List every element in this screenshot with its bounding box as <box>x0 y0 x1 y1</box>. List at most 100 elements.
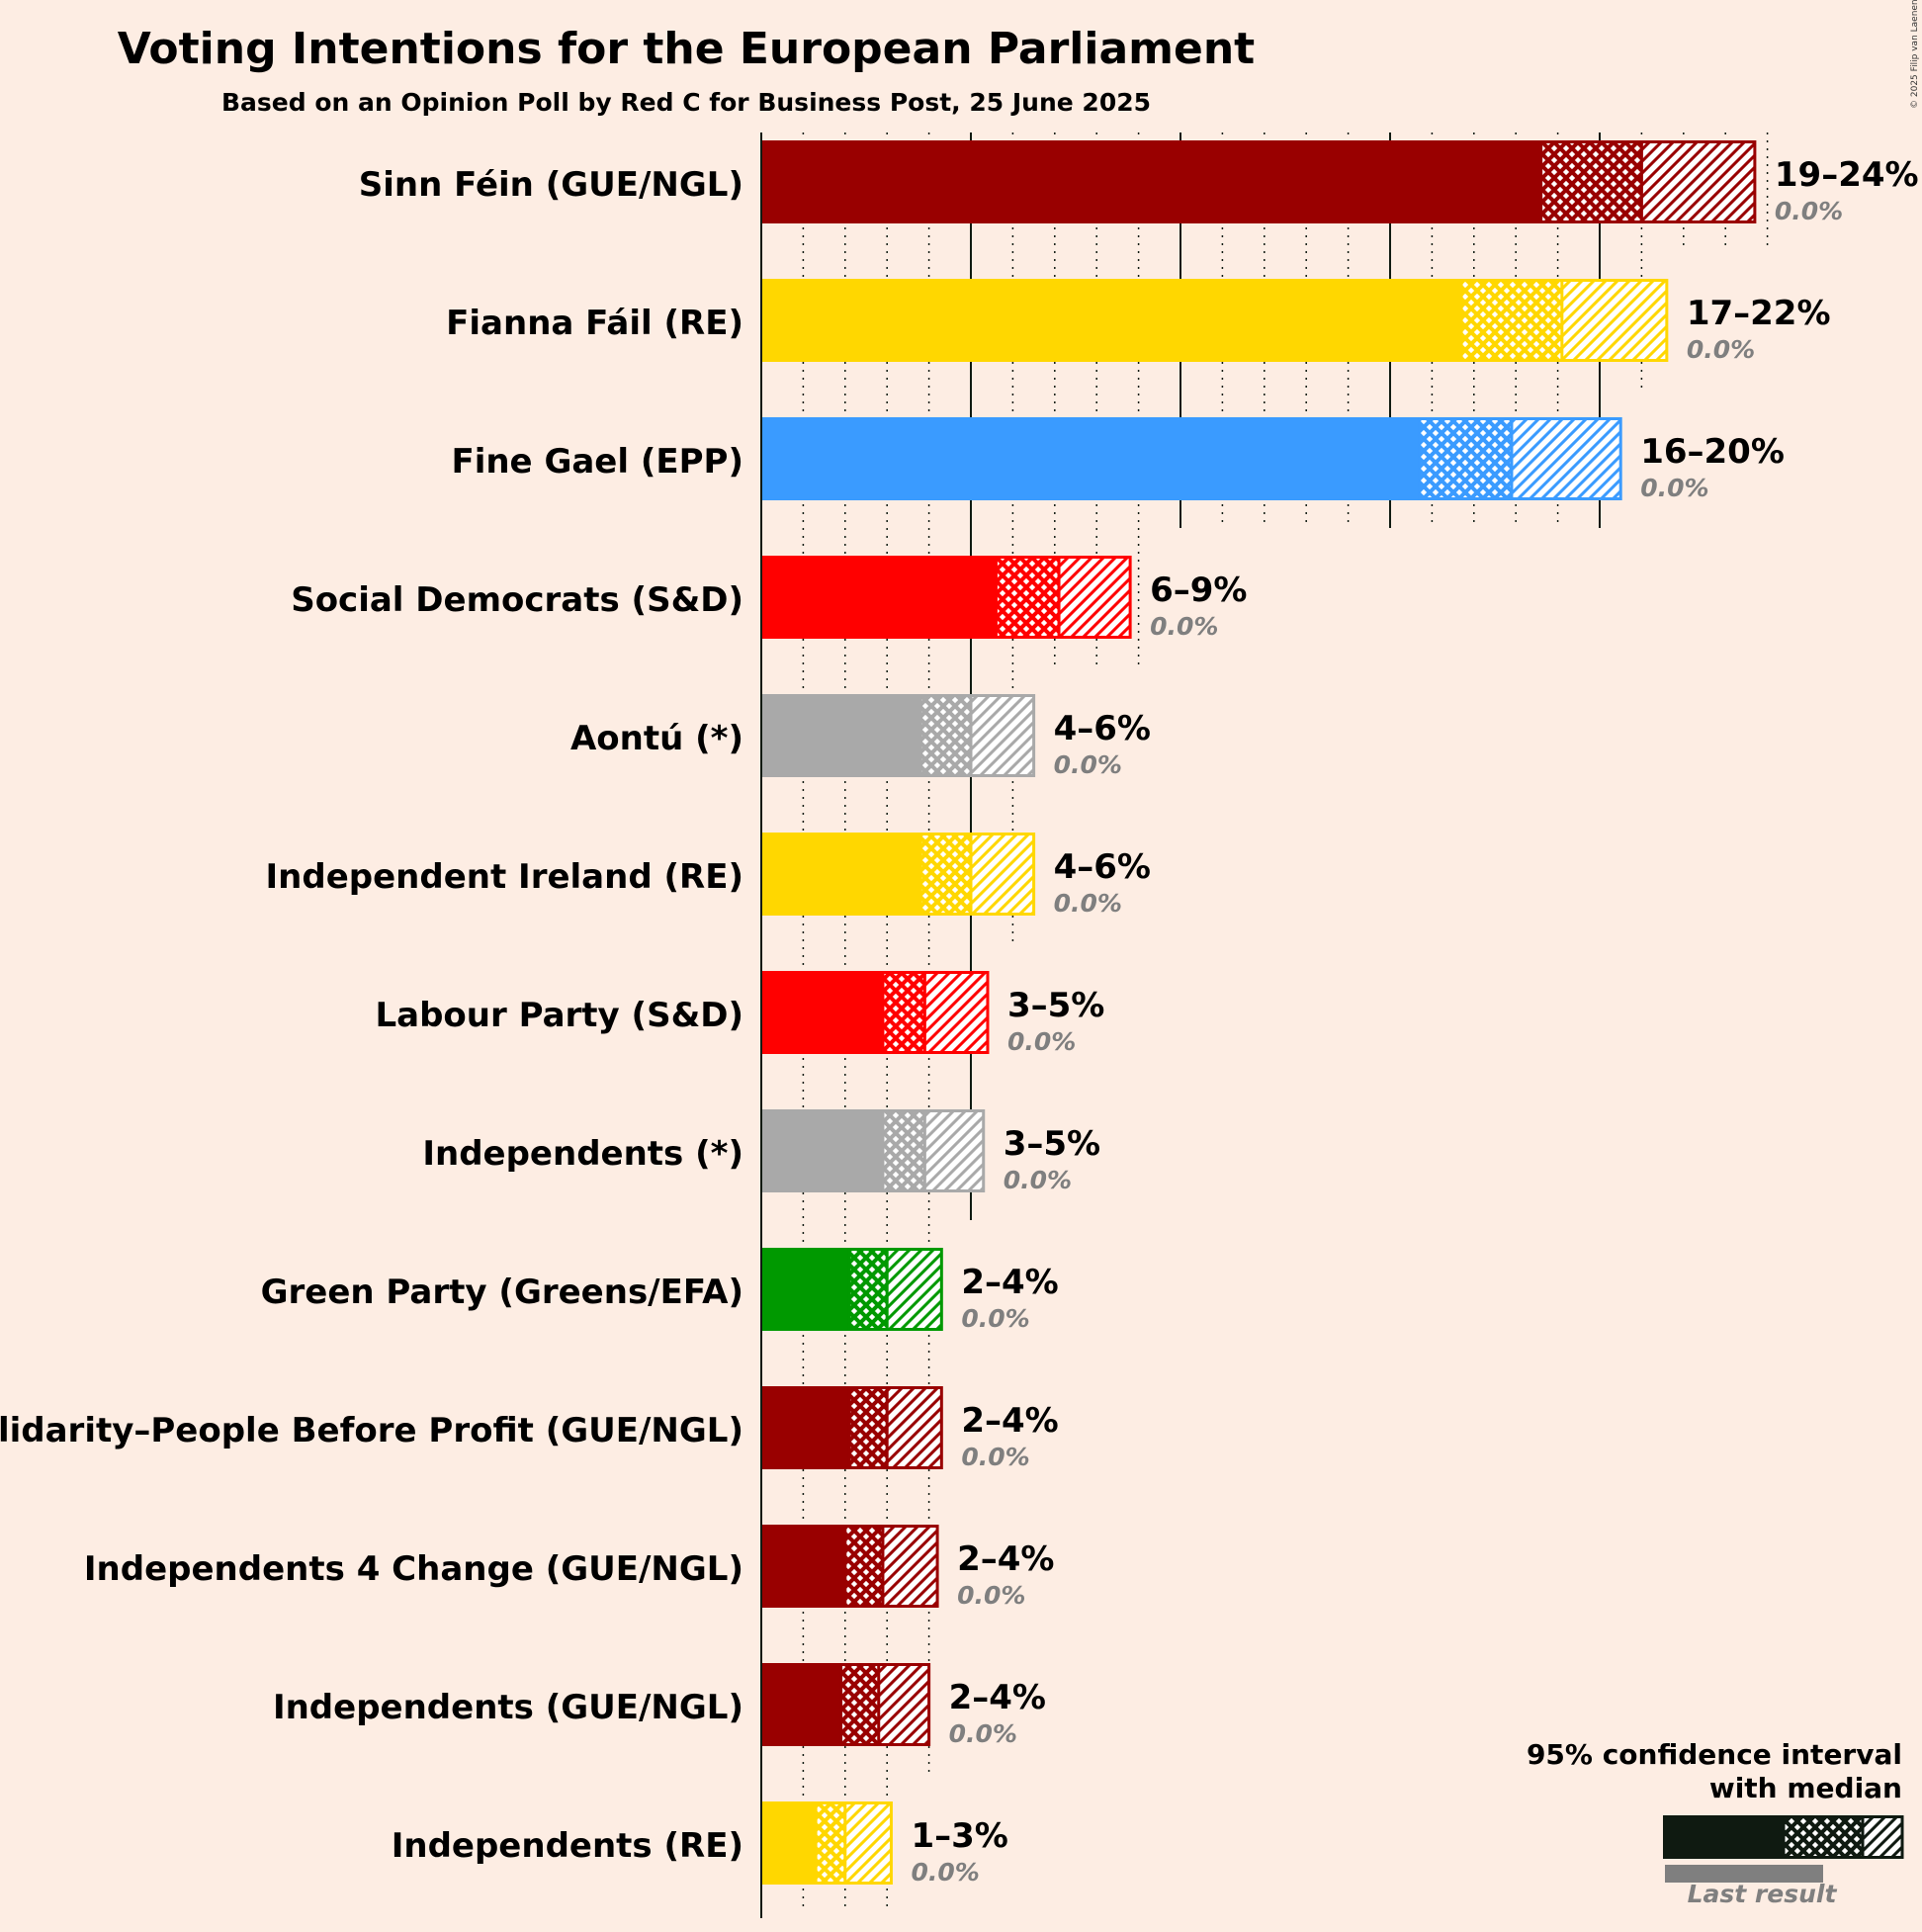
last-result-label-independents-re: 0.0% <box>911 1858 979 1887</box>
range-label-labour-party-s-d: 3–5% <box>1007 986 1104 1025</box>
bar-ci-upper-labour-party-s-d <box>924 971 988 1054</box>
bar-ci-outline-independents <box>881 1109 986 1192</box>
party-row-labour-party-s-d: Labour Party (S&D) 3–5%0.0% <box>375 971 1104 1056</box>
party-row-independents-re: Independents (RE) 1–3%0.0% <box>392 1801 1008 1887</box>
party-row-independents-gue-ngl: Independents (GUE/NGL) 2–4%0.0% <box>273 1663 1046 1748</box>
bar-ci-outline-social-democrats-s-d <box>994 556 1132 639</box>
legend-last-result-label: Last result <box>1688 1880 1838 1908</box>
bar-ci-outline-independents-4-change-gue-ngl <box>843 1525 939 1608</box>
range-label-fianna-fail-re: 17–22% <box>1687 294 1831 333</box>
bar-solid-social-democrats-s-d <box>761 556 997 639</box>
last-result-label-independent-ireland-re: 0.0% <box>1054 889 1122 918</box>
bar-ci-lower-independents <box>882 1109 925 1192</box>
legend-last-result-bar <box>1665 1865 1823 1883</box>
bar-solid-independents <box>761 1109 883 1192</box>
bar-solid-solidarity-people-before-profit-gue-ngl <box>761 1386 850 1469</box>
chart-subtitle: Based on an Opinion Poll by Red C for Bu… <box>221 88 1151 117</box>
last-result-label-independents: 0.0% <box>1004 1166 1072 1194</box>
party-row-fianna-fail-re: Fianna Fáil (RE) 17–22%0.0% <box>446 279 1831 364</box>
party-label-social-democrats-s-d: Social Democrats (S&D) <box>291 580 743 620</box>
bar-ci-upper-sinn-fein-gue-ngl <box>1641 140 1755 223</box>
legend-line-1: 95% confidence interval <box>1527 1738 1902 1771</box>
bar-ci-upper-independents <box>924 1109 984 1192</box>
party-label-independents-gue-ngl: Independents (GUE/NGL) <box>273 1688 743 1727</box>
range-label-independents-gue-ngl: 2–4% <box>949 1678 1046 1717</box>
bar-ci-upper-independents-4-change-gue-ngl <box>882 1525 938 1608</box>
last-result-label-solidarity-people-before-profit-gue-ngl: 0.0% <box>961 1443 1029 1471</box>
bar-ci-outline-independents-re <box>814 1801 893 1885</box>
last-result-label-fianna-fail-re: 0.0% <box>1687 335 1755 364</box>
bar-ci-lower-fianna-fail-re <box>1461 279 1562 362</box>
bar-ci-lower-independents-gue-ngl <box>840 1663 879 1746</box>
chart-title: Voting Intentions for the European Parli… <box>118 24 1255 74</box>
bar-solid-fianna-fail-re <box>761 279 1462 362</box>
bar-solid-independents-re <box>761 1801 817 1885</box>
legend-ci-outline <box>1782 1815 1904 1859</box>
party-label-green-party-greens-efa: Green Party (Greens/EFA) <box>261 1273 743 1312</box>
last-result-label-labour-party-s-d: 0.0% <box>1007 1027 1076 1056</box>
bar-ci-upper-aontu <box>971 694 1034 777</box>
bar-ci-outline-aontu <box>918 694 1036 777</box>
party-label-independents: Independents (*) <box>422 1134 743 1174</box>
party-label-independents-re: Independents (RE) <box>392 1826 743 1866</box>
bar-ci-upper-social-democrats-s-d <box>1059 556 1131 639</box>
party-row-solidarity-people-before-profit-gue-ngl: Solidarity–People Before Profit (GUE/NGL… <box>0 1386 1059 1471</box>
last-result-label-social-democrats-s-d: 0.0% <box>1150 612 1218 641</box>
party-label-independents-4-change-gue-ngl: Independents 4 Change (GUE/NGL) <box>84 1549 743 1589</box>
party-row-sinn-fein-gue-ngl: Sinn Féin (GUE/NGL) 19–24%0.0% <box>359 140 1919 225</box>
legend-bar <box>1663 1815 1904 1883</box>
bar-ci-lower-solidarity-people-before-profit-gue-ngl <box>849 1386 888 1469</box>
bar-ci-lower-independent-ireland-re <box>920 833 971 916</box>
bar-ci-lower-green-party-greens-efa <box>849 1248 888 1331</box>
party-row-independents-4-change-gue-ngl: Independents 4 Change (GUE/NGL) 2–4%0.0% <box>84 1525 1054 1610</box>
range-label-independents-4-change-gue-ngl: 2–4% <box>957 1539 1054 1579</box>
bar-ci-outline-green-party-greens-efa <box>847 1248 943 1331</box>
bar-solid-fine-gael-epp <box>761 417 1420 500</box>
range-label-independent-ireland-re: 4–6% <box>1054 847 1151 887</box>
party-row-independent-ireland-re: Independent Ireland (RE) 4–6%0.0% <box>266 833 1151 918</box>
bar-ci-lower-independents-4-change-gue-ngl <box>844 1525 883 1608</box>
last-result-label-aontu: 0.0% <box>1054 750 1122 779</box>
bar-ci-lower-sinn-fein-gue-ngl <box>1540 140 1642 223</box>
party-label-aontu: Aontú (*) <box>570 719 743 758</box>
party-label-labour-party-s-d: Labour Party (S&D) <box>375 996 743 1035</box>
bar-ci-outline-independent-ireland-re <box>918 833 1036 916</box>
bar-ci-upper-independent-ireland-re <box>971 833 1034 916</box>
party-row-aontu: Aontú (*) 4–6%0.0% <box>570 694 1151 779</box>
bars: Sinn Féin (GUE/NGL) 19–24%0.0%Fianna Fáil… <box>0 140 1919 1887</box>
bar-ci-outline-fianna-fail-re <box>1459 279 1669 362</box>
legend-ci-upper-part <box>1863 1815 1902 1859</box>
bar-solid-sinn-fein-gue-ngl <box>761 140 1541 223</box>
bar-ci-upper-independents-re <box>844 1801 892 1885</box>
bar-ci-outline-sinn-fein-gue-ngl <box>1539 140 1757 223</box>
bar-ci-upper-fine-gael-epp <box>1511 417 1621 500</box>
last-result-label-fine-gael-epp: 0.0% <box>1640 474 1708 502</box>
bar-ci-upper-green-party-greens-efa <box>887 1248 942 1331</box>
party-label-solidarity-people-before-profit-gue-ngl: Solidarity–People Before Profit (GUE/NGL… <box>0 1411 743 1450</box>
bar-ci-upper-fianna-fail-re <box>1561 279 1667 362</box>
legend-line-2: with median <box>1709 1772 1902 1804</box>
range-label-aontu: 4–6% <box>1054 709 1151 748</box>
last-result-label-green-party-greens-efa: 0.0% <box>961 1304 1029 1333</box>
legend-solid-part <box>1663 1815 1784 1859</box>
range-label-green-party-greens-efa: 2–4% <box>961 1263 1058 1302</box>
party-label-fine-gael-epp: Fine Gael (EPP) <box>451 442 743 482</box>
bar-ci-lower-independents-re <box>816 1801 845 1885</box>
last-result-label-independents-4-change-gue-ngl: 0.0% <box>957 1581 1025 1610</box>
legend: 95% confidence interval with median Last… <box>1527 1738 1904 1908</box>
range-label-sinn-fein-gue-ngl: 19–24% <box>1775 155 1919 195</box>
bar-ci-outline-labour-party-s-d <box>881 971 990 1054</box>
bar-ci-outline-fine-gael-epp <box>1418 417 1622 500</box>
bar-ci-lower-aontu <box>920 694 971 777</box>
bar-solid-green-party-greens-efa <box>761 1248 850 1331</box>
bar-ci-lower-labour-party-s-d <box>882 971 925 1054</box>
party-label-sinn-fein-gue-ngl: Sinn Féin (GUE/NGL) <box>359 165 743 205</box>
range-label-social-democrats-s-d: 6–9% <box>1150 571 1247 610</box>
last-result-label-sinn-fein-gue-ngl: 0.0% <box>1775 197 1843 225</box>
bar-ci-upper-independents-gue-ngl <box>878 1663 929 1746</box>
bar-solid-labour-party-s-d <box>761 971 883 1054</box>
bar-ci-outline-independents-gue-ngl <box>839 1663 931 1746</box>
bar-solid-independents-4-change-gue-ngl <box>761 1525 845 1608</box>
